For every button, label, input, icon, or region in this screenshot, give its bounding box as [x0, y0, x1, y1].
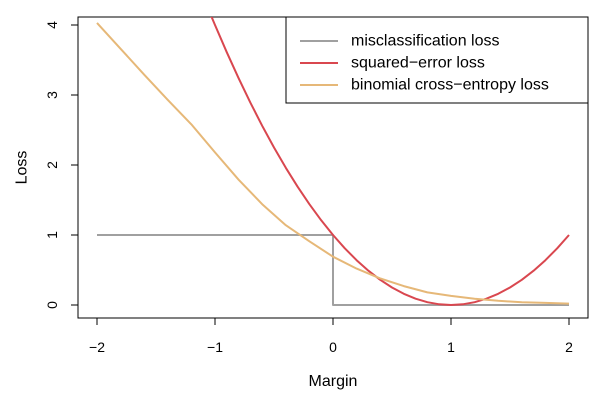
legend-label: squared−error loss — [351, 55, 485, 72]
legend-label: binomial cross−entropy loss — [351, 77, 549, 94]
series-layer — [96, 17, 570, 306]
x-axis: −2 −1 0 1 2 — [89, 318, 573, 355]
x-tick-label: 1 — [447, 339, 455, 355]
legend-item-squared-error: squared−error loss — [300, 55, 485, 72]
y-tick-label: 2 — [44, 161, 60, 169]
legend-item-misclassification: misclassification loss — [300, 33, 499, 50]
cross-entropy-loss-line — [96, 22, 570, 305]
y-tick-label: 0 — [44, 301, 60, 309]
squared-error-loss-line — [210, 17, 570, 306]
legend-item-cross-entropy: binomial cross−entropy loss — [300, 77, 549, 94]
y-tick-label: 4 — [44, 21, 60, 29]
legend-box — [285, 16, 589, 104]
y-axis-title: Loss — [14, 151, 31, 185]
y-axis: 0 1 2 3 4 — [44, 21, 78, 309]
legend: misclassification loss squared−error loss… — [285, 16, 589, 104]
x-tick-label: 0 — [329, 339, 337, 355]
x-axis-title: Margin — [309, 373, 358, 390]
y-tick-label: 3 — [44, 91, 60, 99]
x-tick-label: 2 — [565, 339, 573, 355]
legend-label: misclassification loss — [351, 33, 499, 50]
x-tick-label: −2 — [89, 339, 105, 355]
x-tick-label: −1 — [207, 339, 223, 355]
y-tick-label: 1 — [44, 231, 60, 239]
